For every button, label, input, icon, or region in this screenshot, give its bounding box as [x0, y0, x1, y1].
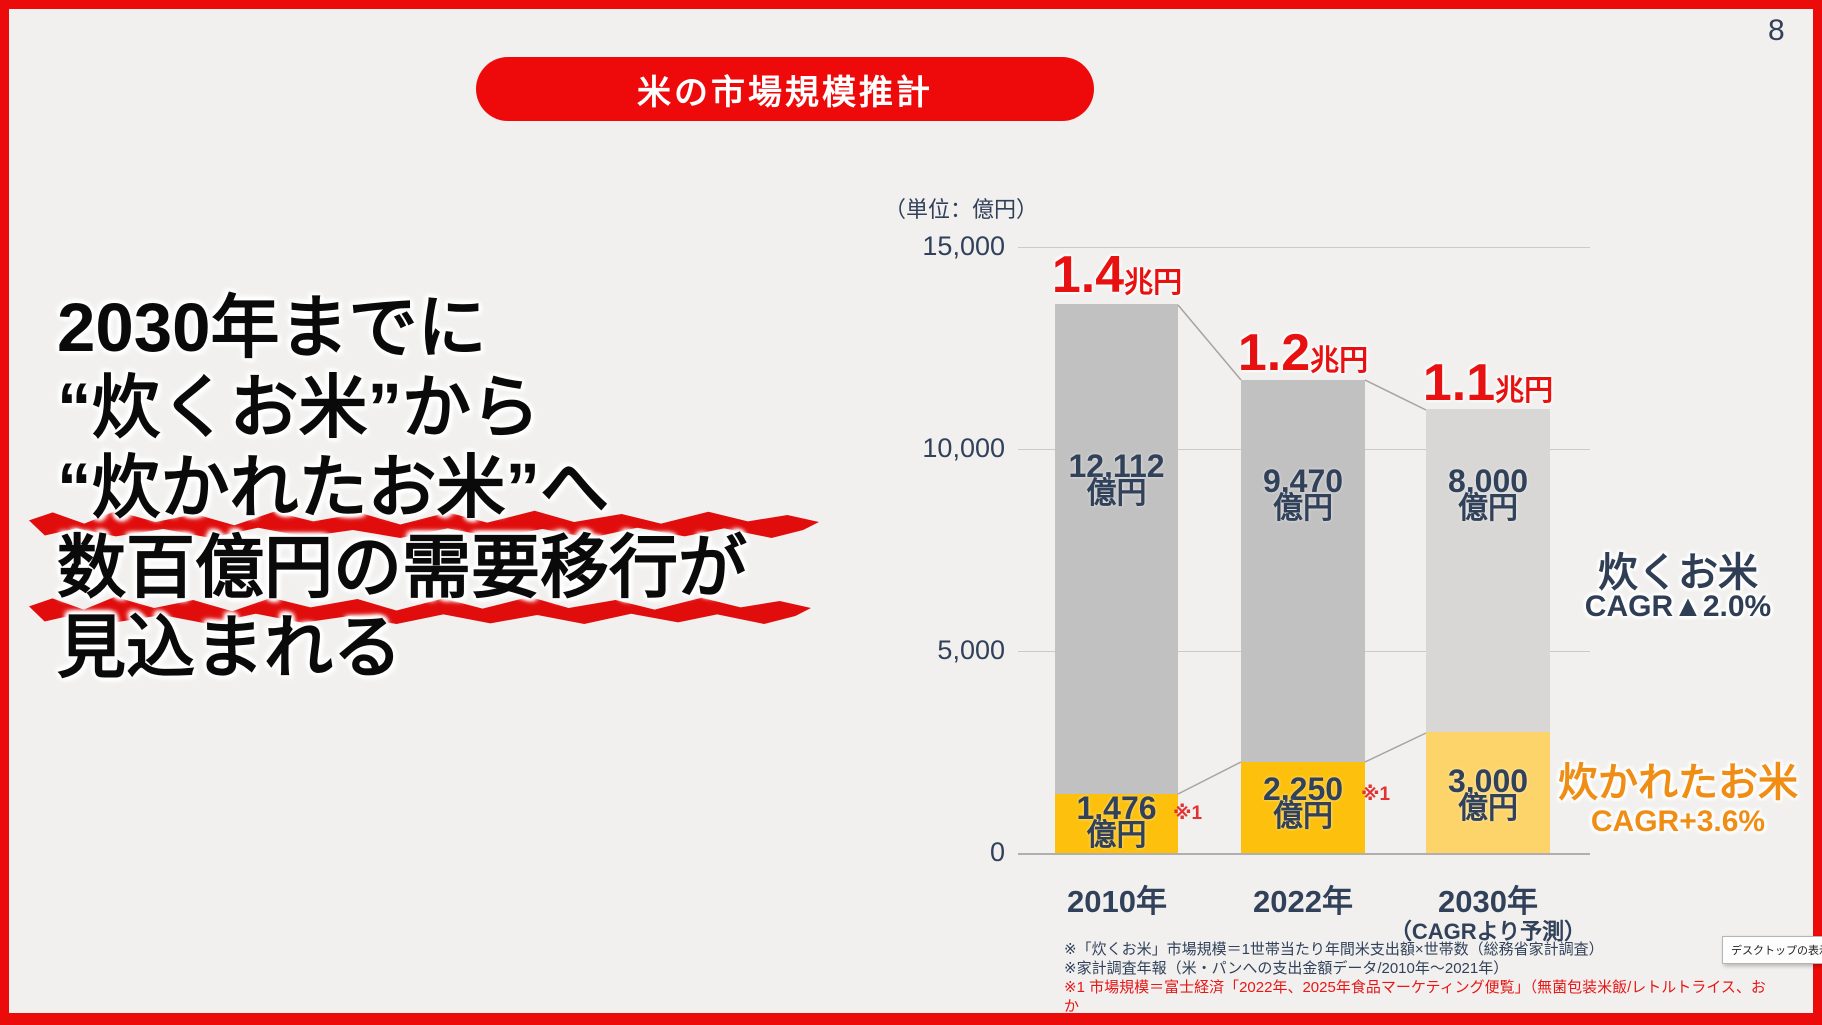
x-label-2030: 2030年: [1438, 884, 1538, 919]
value-2030-cooked: 8,000 億円: [1447, 463, 1529, 525]
footnote-mark-2022: ※1: [1361, 784, 1391, 805]
title-banner-label: 米の市場規模推計: [637, 73, 933, 112]
bar-2030-cooked-rice-segment: [1426, 409, 1550, 732]
bar-2022-precooked-rice-segment: [1241, 762, 1365, 853]
value-2022-precooked: 2,250 億円 ※1: [1262, 771, 1391, 833]
headline-line-4: 数百億円の需要移行が: [29, 528, 811, 624]
page-number: 8: [1768, 14, 1785, 47]
legend-cooked-rice-cagr: CAGR▲2.0%: [1584, 590, 1772, 623]
show-desktop-tooltip: デスクトップの表示: [1722, 936, 1822, 964]
footnote-mark-2010: ※1: [1173, 803, 1203, 824]
bar-2022-cooked-rice-segment: [1241, 380, 1365, 762]
footnote-line-1: ※「炊くお米」市場規模＝1世帯当たり年間米支出額×世帯数（総務省家計調査）: [1064, 941, 1604, 958]
bar-2010-precooked-rice-segment: [1055, 794, 1178, 853]
legend-cooked-rice: 炊くお米: [1598, 551, 1758, 595]
total-2022: 1.2兆円: [1237, 324, 1369, 382]
y-tick-0: 0: [989, 837, 1005, 867]
total-2010: 1.4兆円: [1051, 246, 1183, 304]
headline-line-1: 2030年までに: [57, 289, 487, 366]
legend-precooked-rice: 炊かれたお米: [1558, 761, 1798, 805]
value-2030-precooked: 3,000 億円: [1447, 763, 1529, 825]
x-label-2022: 2022年: [1253, 884, 1353, 919]
y-tick-15000: 15,000: [922, 231, 1005, 261]
axis-unit-label: （単位：億円）: [884, 197, 1039, 222]
footnotes: ※「炊くお米」市場規模＝1世帯当たり年間米支出額×世帯数（総務省家計調査） ※家…: [1064, 940, 1770, 1025]
total-2030: 1.1兆円: [1422, 354, 1554, 412]
x-label-2030-note: （CAGRより予測）: [1389, 919, 1587, 944]
footnote-line-2: ※家計調査年報（米・パンへの支出金額データ/2010年～2021年）: [1064, 960, 1509, 977]
footnote-line-4: ゆ・雑炊・リゾット、冷凍米飯類（成型/バラタイプ））: [1064, 1016, 1770, 1025]
headline-line-5: 見込まれる: [57, 609, 402, 686]
headline-line-2: “炊くお米”から: [57, 369, 540, 446]
x-axis-line: [1018, 853, 1590, 855]
headline-line-3: “炊かれたお米”へ: [29, 448, 819, 538]
y-tick-5000: 5,000: [937, 635, 1005, 665]
x-label-2010: 2010年: [1067, 884, 1167, 919]
legend-precooked-rice-cagr: CAGR+3.6%: [1590, 805, 1766, 838]
headline: 2030年までに “炊くお米”から “炊かれたお米”へ 数百億円の需要移行が 見…: [29, 288, 819, 688]
gridline-15000: [1018, 247, 1590, 248]
title-banner: 米の市場規模推計: [476, 57, 1094, 121]
y-tick-10000: 10,000: [922, 433, 1005, 463]
bar-2030-precooked-rice-segment: [1426, 732, 1550, 853]
value-2010-precooked: 1,476 億円 ※1: [1076, 790, 1203, 852]
value-2022-cooked: 9,470 億円: [1262, 463, 1344, 525]
value-2010-cooked: 12,112 億円: [1068, 448, 1165, 510]
footnote-line-3: ※1 市場規模＝富士経済「2022年、2025年食品マーケティング便覧」（無菌包…: [1064, 979, 1766, 1015]
bar-2010-cooked-rice-segment: [1055, 304, 1178, 794]
